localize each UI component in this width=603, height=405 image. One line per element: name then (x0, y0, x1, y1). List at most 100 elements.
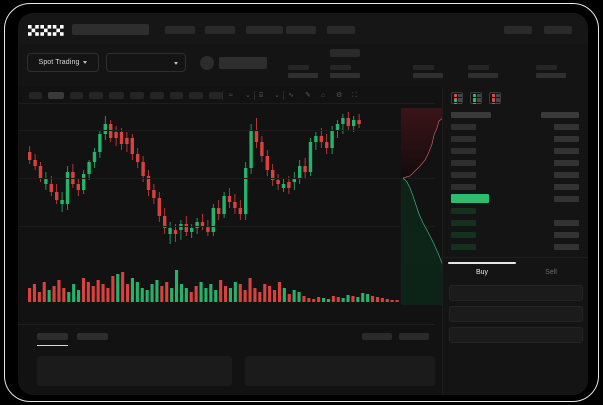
settings-icon[interactable]: ⚙ (336, 92, 343, 99)
chevron-down-icon[interactable]: ⌄ (245, 92, 251, 99)
order-book-size (541, 112, 579, 118)
order-book-size (554, 196, 579, 202)
timeframe-button-0[interactable] (29, 92, 42, 99)
timeframe-button-4[interactable] (109, 92, 124, 99)
order-total-field[interactable] (449, 327, 583, 343)
stat-4 (536, 65, 566, 78)
timeframe-button-6[interactable] (150, 92, 164, 99)
nav-item-3[interactable] (286, 26, 316, 34)
order-entry-form (449, 285, 583, 348)
chart-type-icon[interactable]: ⌸ (259, 92, 264, 99)
volume-series (28, 270, 399, 302)
bottom-tab-0[interactable] (37, 333, 68, 340)
order-book-price (451, 148, 476, 154)
market-header-badge (330, 49, 360, 57)
chart-divider (18, 324, 435, 325)
order-book-row-ask[interactable] (443, 145, 588, 157)
nav-item-0[interactable] (165, 26, 195, 34)
nav-item-1[interactable] (205, 26, 235, 34)
timeframe-button-8[interactable] (189, 92, 203, 99)
bottom-tab-underline (37, 345, 68, 346)
chart-toolbar: ≈ ⌄ ⌸ ⌄ ∿ ✎ ⌂ ⚙ ⛶ (18, 87, 435, 104)
tablet-device-frame: Spot Trading ≈ ⌄ ⌸ ⌄ ∿ ✎ ⌂ ⚙ ⛶ (4, 3, 599, 402)
order-book-price (451, 232, 476, 238)
chevron-down-icon (174, 62, 178, 65)
order-book-price (451, 136, 476, 142)
timeframe-button-7[interactable] (170, 92, 183, 99)
bottom-action-1[interactable] (399, 333, 429, 340)
order-book-price (451, 172, 476, 178)
order-book-row-bid[interactable] (443, 217, 588, 229)
timeframe-button-1[interactable] (48, 92, 64, 99)
trading-mode-selector[interactable]: Spot Trading (27, 53, 99, 72)
symbol-name (219, 57, 267, 69)
volume-histogram (18, 262, 435, 324)
symbol-dropdown[interactable] (106, 53, 186, 72)
global-search-input[interactable] (72, 24, 149, 35)
order-book-price (451, 112, 491, 118)
tab-sell[interactable]: Sell (545, 269, 557, 276)
order-book-row-ask[interactable] (443, 133, 588, 145)
order-book-row-bid[interactable] (443, 241, 588, 253)
order-amount-field[interactable] (449, 306, 583, 322)
chart-gridline (18, 178, 435, 179)
orderbook-both-icon[interactable] (451, 92, 463, 105)
order-book-size (554, 136, 579, 142)
trading-mode-label: Spot Trading (38, 59, 80, 66)
bottom-tab-1[interactable] (77, 333, 108, 340)
okx-logo[interactable] (28, 25, 64, 36)
order-book-row-ask[interactable] (443, 121, 588, 133)
chart-gridline (18, 226, 435, 227)
trendline-icon[interactable]: ∿ (288, 92, 294, 99)
order-book-divider (443, 257, 588, 258)
nav-item-2[interactable] (246, 26, 283, 34)
order-book-price (451, 184, 476, 190)
pencil-icon[interactable]: ✎ (305, 92, 311, 99)
order-book-row-bid[interactable] (443, 229, 588, 241)
market-header: Spot Trading (18, 44, 588, 87)
order-book-size (554, 220, 579, 226)
indicators-icon[interactable]: ≈ (229, 92, 233, 99)
order-book-size (554, 124, 579, 130)
order-book-price (451, 244, 476, 250)
order-book-size (554, 232, 579, 238)
chevron-down-icon[interactable]: ⌄ (274, 92, 280, 99)
timeframe-button-9[interactable] (209, 92, 222, 99)
order-book-row-bid[interactable] (443, 205, 588, 217)
nav-right-action-1[interactable] (504, 26, 532, 34)
order-book-row-header[interactable] (443, 109, 588, 121)
order-book-rows[interactable] (443, 109, 588, 253)
stat-2 (413, 65, 443, 78)
nav-right-action-0[interactable] (544, 26, 572, 34)
fullscreen-icon[interactable]: ⛶ (352, 92, 357, 99)
trading-app-window: Spot Trading ≈ ⌄ ⌸ ⌄ ∿ ✎ ⌂ ⚙ ⛶ (18, 13, 588, 395)
order-price-field[interactable] (449, 285, 583, 301)
order-book-size (554, 160, 579, 166)
bottom-card-1 (245, 356, 435, 386)
orderbook-asks-icon[interactable] (489, 92, 501, 105)
order-book-row-ask[interactable] (443, 169, 588, 181)
timeframe-button-3[interactable] (89, 92, 103, 99)
order-book-panel: Buy Sell (442, 87, 588, 395)
camera-icon[interactable]: ⌂ (321, 92, 326, 99)
order-book-row-ask[interactable] (443, 181, 588, 193)
order-book-price (451, 194, 489, 203)
toolbar-divider (222, 91, 223, 100)
orderbook-bids-icon[interactable] (470, 92, 482, 105)
order-book-price (451, 124, 476, 130)
candlestick-chart[interactable] (18, 104, 435, 262)
timeframe-button-2[interactable] (70, 92, 83, 99)
toolbar-divider (283, 91, 284, 100)
order-book-row-ask[interactable] (443, 157, 588, 169)
trade-side-tabs: Buy Sell (443, 262, 588, 284)
tab-buy[interactable]: Buy (475, 269, 489, 276)
bottom-action-0[interactable] (362, 333, 392, 340)
depth-chart-overlay (401, 108, 445, 305)
order-book-spread-row[interactable] (443, 193, 588, 205)
nav-item-4[interactable] (327, 26, 355, 34)
toolbar-divider (254, 91, 255, 100)
chart-gridline (18, 130, 435, 131)
timeframe-button-5[interactable] (130, 92, 144, 99)
order-book-price (451, 220, 476, 226)
stat-1 (330, 65, 360, 78)
